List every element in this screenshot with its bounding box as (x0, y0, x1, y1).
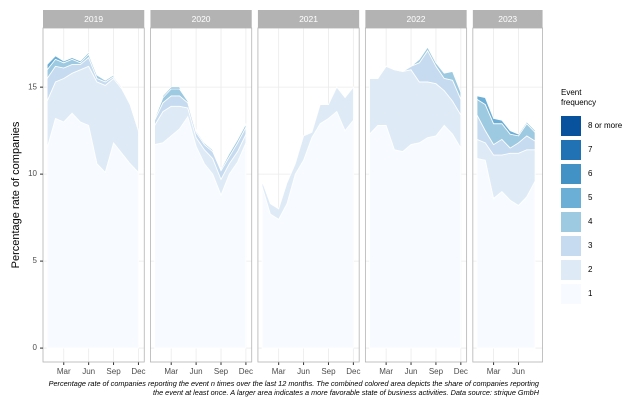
legend-label: 1 (588, 289, 593, 298)
x-tick-label: Jun (297, 367, 310, 376)
x-tick-label: Mar (57, 367, 71, 376)
area (369, 124, 462, 349)
x-tick-label: Mar (164, 367, 178, 376)
strip-label: 2022 (407, 14, 426, 24)
strip-label: 2019 (84, 14, 103, 24)
strip-label: 2023 (498, 14, 517, 24)
x-tick-label: Jun (82, 367, 95, 376)
legend-key (561, 260, 581, 280)
x-tick-label: Sep (321, 367, 336, 376)
area (46, 51, 139, 131)
legend-key (561, 140, 581, 160)
x-tick-label: Jun (405, 367, 418, 376)
x-tick-label: Sep (214, 367, 229, 376)
legend-label: 6 (588, 169, 593, 178)
y-tick-label: 15 (28, 82, 37, 91)
legend-label: 5 (588, 193, 593, 202)
y-tick-label: 10 (28, 169, 37, 178)
x-tick-label: Dec (239, 367, 253, 376)
strip-label: 2020 (192, 14, 211, 24)
x-tick-label: Jun (190, 367, 203, 376)
strip (365, 10, 467, 28)
x-tick-label: Mar (272, 367, 286, 376)
y-axis-label: Percentage rate of companies (10, 121, 22, 268)
x-tick-label: Mar (379, 367, 393, 376)
caption: Percentage rate of companies reporting t… (48, 379, 539, 397)
x-tick-label: Sep (429, 367, 444, 376)
x-tick-label: Mar (487, 367, 501, 376)
strip (472, 10, 543, 28)
strip (43, 10, 145, 28)
area (261, 86, 354, 220)
legend-key (561, 164, 581, 184)
y-tick-label: 5 (33, 256, 38, 265)
x-tick-label: Dec (346, 367, 360, 376)
legend-label: 2 (588, 265, 593, 274)
legend-label: 4 (588, 217, 593, 226)
strip (150, 10, 252, 28)
legend-key (561, 116, 581, 136)
x-tick-label: Sep (106, 367, 121, 376)
legend-key (561, 236, 581, 256)
y-tick-label: 0 (33, 343, 38, 352)
x-tick-label: Dec (131, 367, 145, 376)
legend-key (561, 188, 581, 208)
legend-label: 7 (588, 145, 593, 154)
legend-label: 8 or more (588, 121, 623, 130)
area (476, 95, 536, 137)
legend-label: 3 (588, 241, 593, 250)
strip (257, 10, 360, 28)
legend-key (561, 212, 581, 232)
legend-key (561, 284, 581, 304)
legend-title: Event frequency (561, 88, 597, 107)
x-tick-label: Jun (512, 367, 525, 376)
x-tick-label: Dec (454, 367, 468, 376)
area (369, 46, 462, 100)
strip-label: 2021 (299, 14, 318, 24)
